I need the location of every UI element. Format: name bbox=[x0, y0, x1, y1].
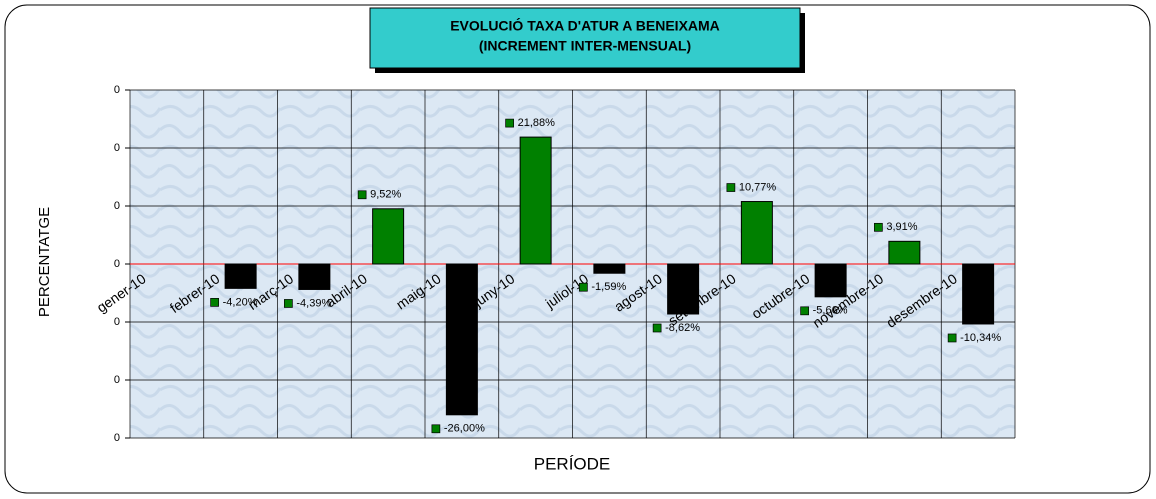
value-label: 9,52% bbox=[370, 189, 401, 201]
value-label: 3,91% bbox=[886, 221, 917, 233]
bar bbox=[372, 208, 405, 265]
value-label: -26,00% bbox=[444, 423, 485, 435]
bar bbox=[814, 263, 847, 298]
x-axis-title: PERÍODE bbox=[534, 454, 611, 473]
value-label-key bbox=[284, 299, 293, 308]
bar bbox=[519, 136, 552, 265]
y-tick-label: 0 bbox=[114, 432, 120, 444]
title-box bbox=[369, 7, 801, 69]
y-tick-label: 0 bbox=[114, 258, 120, 270]
chart-title: EVOLUCIÓ TAXA D'ATUR A BENEIXAMA bbox=[450, 17, 720, 34]
value-label: -4,20% bbox=[223, 296, 258, 308]
value-label-key bbox=[874, 222, 883, 232]
value-label-key bbox=[357, 190, 367, 200]
bar bbox=[298, 263, 331, 290]
value-label-key bbox=[652, 323, 662, 333]
chart-title: (INCREMENT INTER-MENSUAL) bbox=[479, 38, 691, 54]
bar bbox=[740, 201, 773, 265]
value-label: 10,77% bbox=[739, 181, 777, 193]
value-label-key bbox=[579, 282, 588, 292]
value-label-key bbox=[431, 424, 441, 434]
value-label-key bbox=[947, 333, 957, 343]
value-label-key bbox=[726, 183, 736, 192]
value-label: -8,62% bbox=[665, 322, 700, 334]
y-tick-label: 0 bbox=[114, 142, 120, 154]
value-label: -10,34% bbox=[960, 332, 1001, 344]
value-label-key bbox=[505, 118, 514, 128]
value-label: -5,66% bbox=[813, 305, 848, 317]
value-label: -1,59% bbox=[591, 281, 626, 293]
y-tick-label: 0 bbox=[114, 84, 120, 96]
value-label: -4,39% bbox=[296, 297, 331, 309]
bar bbox=[445, 263, 478, 416]
y-tick-label: 0 bbox=[114, 374, 120, 386]
value-label: 21,88% bbox=[518, 117, 556, 129]
bar bbox=[593, 263, 626, 274]
y-tick-label: 0 bbox=[114, 200, 120, 212]
value-label-key bbox=[210, 298, 219, 307]
bar bbox=[224, 263, 257, 289]
value-label-key bbox=[800, 306, 809, 316]
bar bbox=[667, 263, 700, 315]
y-axis-title: PERCENTATGE bbox=[36, 207, 53, 317]
y-tick-label: 0 bbox=[114, 316, 120, 328]
bar bbox=[962, 263, 995, 325]
bar bbox=[888, 240, 921, 265]
